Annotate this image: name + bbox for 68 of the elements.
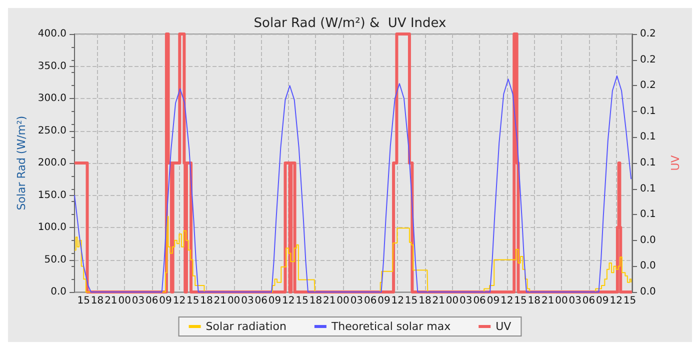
y-tick-label: 50.0 [44,254,67,266]
y-tick-label: 300.0 [38,93,67,104]
x-tick-label: 06 [582,296,596,306]
chart-title: Solar Rad (W/m²) & UV Index [254,16,447,31]
y-tick-label: 350.0 [38,60,67,72]
x-tick-label: 21 [432,296,445,306]
x-tick-label: 21 [323,296,336,306]
x-tick-label: 09 [486,296,500,306]
x-tick-label: 03 [460,296,472,306]
x-tick-label: 21 [214,296,227,306]
x-tick-label: 18 [309,296,322,306]
x-tick-label: 06 [254,296,268,306]
y-tick-label: 200.0 [38,158,67,168]
y2-tick-label: 0.1 [640,132,656,143]
y-tick-label: 100.0 [38,222,67,233]
x-tick-label: 06 [146,296,158,306]
legend-label: Solar radiation [206,320,286,333]
legend-label: UV [496,320,512,333]
x-tick-label: 09 [268,296,282,306]
x-tick-label: 12 [500,296,514,306]
x-tick-label: 00 [336,296,350,306]
y2-tick-label: 0.1 [640,209,656,220]
x-tick-label: 21 [104,296,118,306]
y2-axis-title: UV [669,154,682,171]
y2-tick-label: 0.1 [640,158,656,168]
x-tick-label: 21 [541,296,554,306]
legend-label: Theoretical solar max [330,320,452,333]
y2-tick-label: 0.2 [640,28,656,40]
x-tick-label: 09 [159,296,172,306]
y2-tick-label: 0.2 [640,80,656,92]
y2-tick-label: 0.1 [640,183,656,194]
x-tick-label: 03 [241,296,254,306]
y-axis-title: Solar Rad (W/m²) [15,116,28,210]
y-tick-label: 150.0 [38,190,67,201]
line-series [74,75,632,292]
x-tick-label: 00 [227,296,240,306]
x-tick-label: 09 [596,296,609,306]
x-tick-label: 12 [610,296,622,306]
y2-tick-label: 0.2 [640,54,656,66]
x-tick-label: 03 [132,296,145,306]
x-tick-label: 12 [391,296,404,306]
x-tick-label: 15 [186,296,200,306]
x-tick-label: 15 [404,296,418,306]
y2-tick-label: 0.0 [640,234,656,246]
x-tick-label: 15 [77,296,90,306]
x-tick-label: 12 [172,296,186,306]
y-tick-label: 0.0 [50,286,67,298]
x-tick-label: 00 [118,296,131,306]
x-tick-label: 06 [473,296,486,306]
x-tick-label: 15 [296,296,308,306]
y2-tick-label: 0.0 [640,286,656,298]
x-tick-label: 00 [446,296,459,306]
x-tick-label: 12 [282,296,295,306]
y-tick-label: 250.0 [38,125,67,136]
x-tick-label: 18 [200,296,213,306]
y2-tick-label: 0.0 [640,260,656,272]
x-tick-label: 18 [528,296,541,306]
x-tick-label: 15 [514,296,527,306]
y-tick-label: 400.0 [38,28,67,40]
x-tick-label: 18 [90,296,104,306]
x-tick-label: 15 [623,296,636,306]
x-tick-label: 03 [350,296,364,306]
x-tick-label: 18 [418,296,432,306]
x-tick-label: 03 [568,296,582,306]
x-tick-label: 09 [378,296,390,306]
y2-tick-label: 0.1 [640,106,656,117]
x-tick-label: 00 [555,296,568,306]
x-tick-label: 06 [364,296,377,306]
